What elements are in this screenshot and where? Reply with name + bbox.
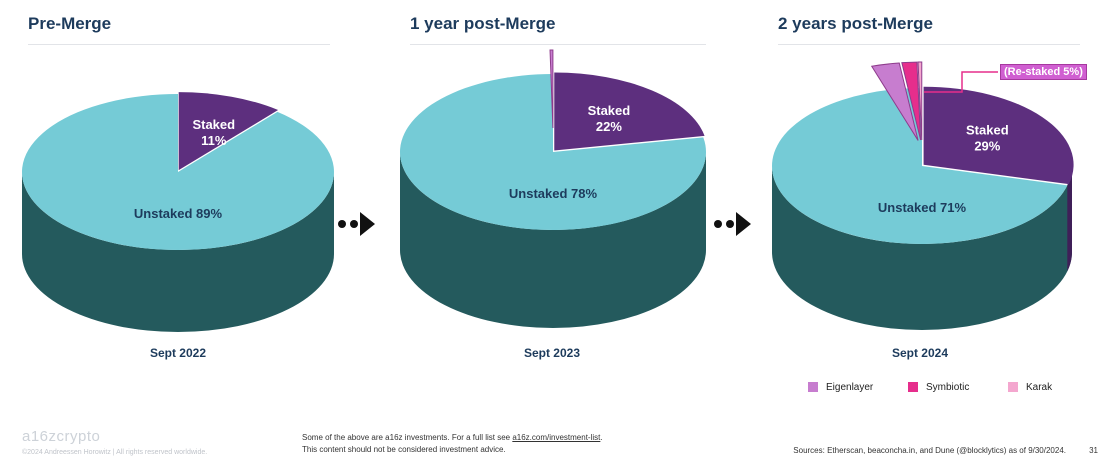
legend-label: Eigenlayer [826,381,874,393]
copyright-text: ©2024 Andreessen Horowitz | All rights r… [22,449,208,456]
date-label-2022: Sept 2022 [149,346,207,360]
pie-side-unstaked [400,152,706,328]
disclaimer-period: . [600,433,603,442]
staked-value-label: 22% [596,119,622,134]
date-label-2024: Sept 2024 [891,346,949,360]
unstaked-label: Unstaked 71% [878,200,967,215]
staked-label: Staked [192,117,235,132]
restaked-connector-line [924,71,998,93]
pie-slice-unstaked [400,74,707,230]
page-number: 31 [1089,446,1098,455]
legend-item-symbiotic: Symbiotic [908,380,969,394]
title-divider [778,44,1080,45]
pie-slice-karak [917,61,923,141]
unstaked-label: Unstaked 78% [509,186,598,201]
pie-side-unstaked [772,166,1072,330]
legend-swatch-eigenlayer [808,382,818,392]
panel-title-1-year: 1 year post-Merge [410,14,556,33]
pie-slice-staked [554,72,705,151]
transition-arrow-2 [714,212,754,236]
sources-text: Sources: Etherscan, beaconcha.in, and Du… [793,446,1066,455]
panel-title-2-years: 2 years post-Merge [778,14,933,33]
legend-item-karak: Karak [1008,380,1052,394]
a16z-crypto-logo: a16zcrypto [22,428,101,445]
disclaimer-line-2: This content should not be considered in… [302,445,506,454]
panel-title-pre-merge: Pre-Merge [28,14,112,33]
disclaimer-line-1: Some of the above are a16z investments. … [302,432,603,444]
pie-slice-eigenlayer [870,62,919,141]
arrow-right-icon [736,212,751,236]
pie-slice-unstaked [772,88,1068,245]
dot-icon [350,220,358,228]
staked-value-label: 29% [974,138,1000,153]
disclaimer: Some of the above are a16z investments. … [302,432,603,456]
disclaimer-text: Some of the above are a16z investments. … [302,433,513,442]
dot-icon [726,220,734,228]
title-divider [410,44,706,45]
legend-swatch-karak [1008,382,1018,392]
investment-list-link[interactable]: a16z.com/investment-list [512,433,601,442]
arrow-right-icon [360,212,375,236]
pie-side-unstaked [22,172,334,332]
staked-label: Staked [966,122,1009,137]
pie-side-staked [1067,166,1072,272]
staked-label: Staked [588,103,631,118]
pie-slice-staked [178,92,279,171]
pie-slice-symbiotic [901,61,922,141]
pie-slice-staked [923,86,1074,185]
date-label-2023: Sept 2023 [523,346,581,360]
dot-icon [338,220,346,228]
legend-swatch-symbiotic [908,382,918,392]
legend-item-eigenlayer: Eigenlayer [808,380,873,394]
unstaked-label: Unstaked 89% [134,206,223,221]
pie-slice-unstaked [22,94,335,251]
staked-value-label: 11% [201,133,227,148]
legend-label: Symbiotic [926,381,970,393]
transition-arrow-1 [338,212,378,236]
legend-label: Karak [1026,381,1053,393]
pie-slice-eigenlayer [549,49,554,129]
dot-icon [714,220,722,228]
title-divider [28,44,330,45]
restaked-annotation: (Re-staked 5%) [1000,64,1087,80]
